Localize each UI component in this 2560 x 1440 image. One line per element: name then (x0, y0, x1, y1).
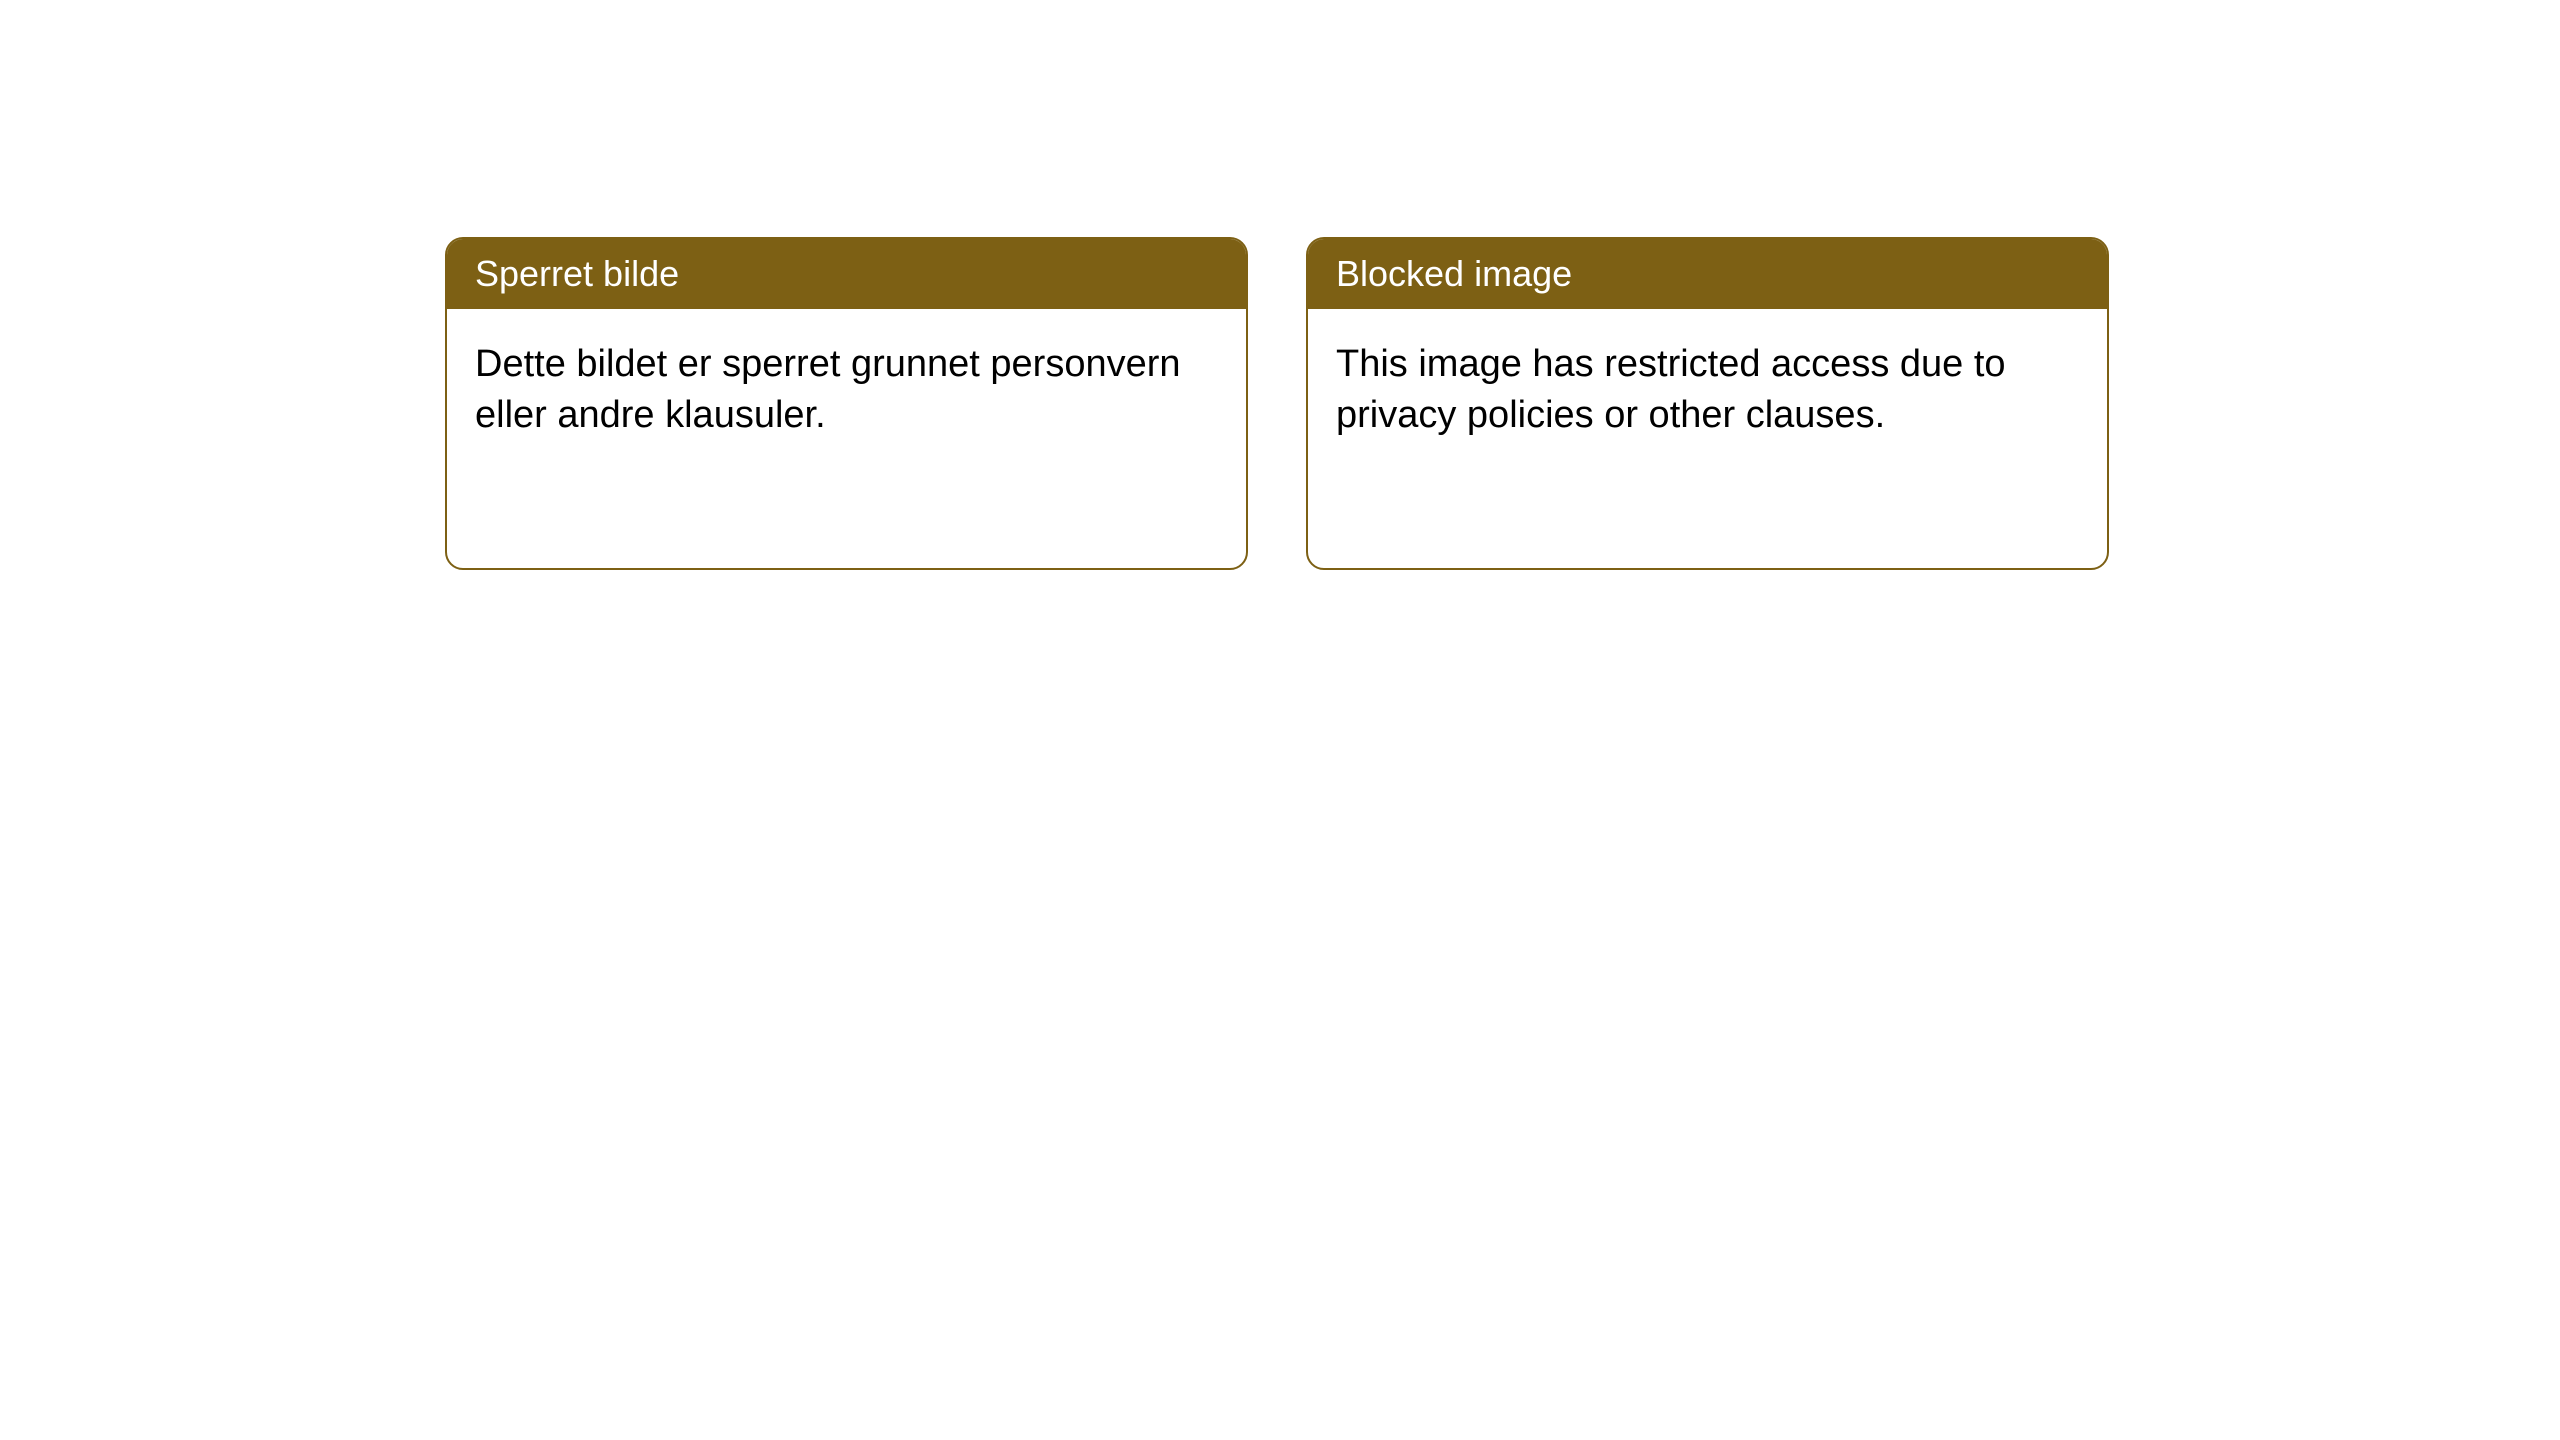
notice-body-english: This image has restricted access due to … (1308, 309, 2107, 472)
notice-box-norwegian: Sperret bilde Dette bildet er sperret gr… (445, 237, 1248, 570)
notice-body-norwegian: Dette bildet er sperret grunnet personve… (447, 309, 1246, 472)
notice-title-norwegian: Sperret bilde (447, 239, 1246, 309)
notice-container: Sperret bilde Dette bildet er sperret gr… (445, 237, 2109, 570)
notice-title-english: Blocked image (1308, 239, 2107, 309)
notice-box-english: Blocked image This image has restricted … (1306, 237, 2109, 570)
